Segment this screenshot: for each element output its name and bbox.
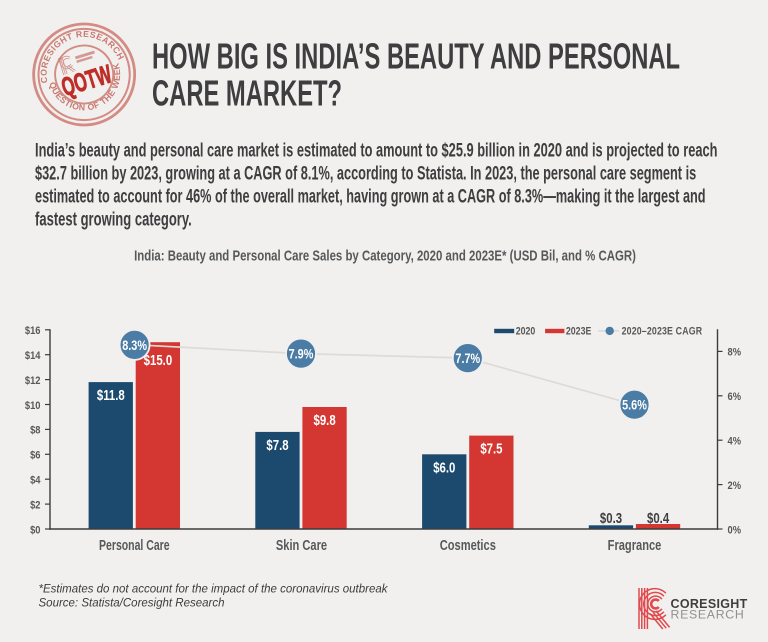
svg-text:2%: 2% <box>728 480 741 492</box>
svg-text:$0.4: $0.4 <box>647 509 670 526</box>
svg-text:$6: $6 <box>30 450 41 462</box>
svg-text:Skin Care: Skin Care <box>276 536 327 553</box>
svg-text:2020–2023E CAGR: 2020–2023E CAGR <box>622 326 703 338</box>
svg-text:$6.0: $6.0 <box>433 459 455 476</box>
svg-text:7.7%: 7.7% <box>455 351 480 366</box>
svg-text:0%: 0% <box>728 525 741 537</box>
svg-text:$15.0: $15.0 <box>144 351 173 368</box>
svg-text:$9.8: $9.8 <box>314 412 337 429</box>
svg-text:5.6%: 5.6% <box>622 397 647 412</box>
svg-text:$32.7 billion by 2023, growing: $32.7 billion by 2023, growing at a CAGR… <box>35 162 696 185</box>
svg-text:$11.8: $11.8 <box>97 387 125 404</box>
svg-text:$0.3: $0.3 <box>600 509 622 526</box>
svg-text:Source: Statista/Coresight Res: Source: Statista/Coresight Research <box>39 597 225 609</box>
svg-text:8.3%: 8.3% <box>122 338 147 353</box>
svg-text:fastest growing category.: fastest growing category. <box>35 208 192 230</box>
svg-text:$7.5: $7.5 <box>480 440 503 457</box>
svg-text:4%: 4% <box>728 436 741 448</box>
svg-text:2020: 2020 <box>516 326 536 338</box>
svg-text:$12: $12 <box>25 375 41 387</box>
svg-text:India’s beauty and personal ca: India’s beauty and personal care market … <box>35 139 717 162</box>
svg-text:RESEARCH: RESEARCH <box>671 608 745 622</box>
svg-text:CARE MARKET?: CARE MARKET? <box>152 73 342 113</box>
svg-text:$10: $10 <box>25 400 41 412</box>
svg-text:8%: 8% <box>728 347 741 359</box>
svg-text:7.9%: 7.9% <box>289 346 314 361</box>
svg-text:$2: $2 <box>30 500 41 512</box>
svg-text:Cosmetics: Cosmetics <box>440 536 496 553</box>
svg-text:$4: $4 <box>30 475 41 487</box>
svg-text:$7.8: $7.8 <box>266 436 289 453</box>
svg-text:2023E: 2023E <box>566 326 592 338</box>
svg-text:Personal Care: Personal Care <box>99 536 170 553</box>
svg-text:India: Beauty and Personal Car: India: Beauty and Personal Care Sales by… <box>134 247 636 264</box>
svg-text:$16: $16 <box>25 325 41 337</box>
svg-text:$0: $0 <box>30 525 41 537</box>
svg-text:estimated to account for 46% o: estimated to account for 46% of the over… <box>35 185 706 208</box>
svg-text:6%: 6% <box>728 391 741 403</box>
svg-text:*Estimates do not account for: *Estimates do not account for the impact… <box>39 584 389 596</box>
svg-text:$14: $14 <box>25 350 41 362</box>
svg-text:Fragrance: Fragrance <box>608 536 662 553</box>
svg-text:$8: $8 <box>30 425 41 437</box>
svg-text:HOW BIG IS INDIA’S BEAUTY AND: HOW BIG IS INDIA’S BEAUTY AND PERSONAL <box>152 36 680 76</box>
svg-text:CORESIGHT: CORESIGHT <box>671 597 748 611</box>
